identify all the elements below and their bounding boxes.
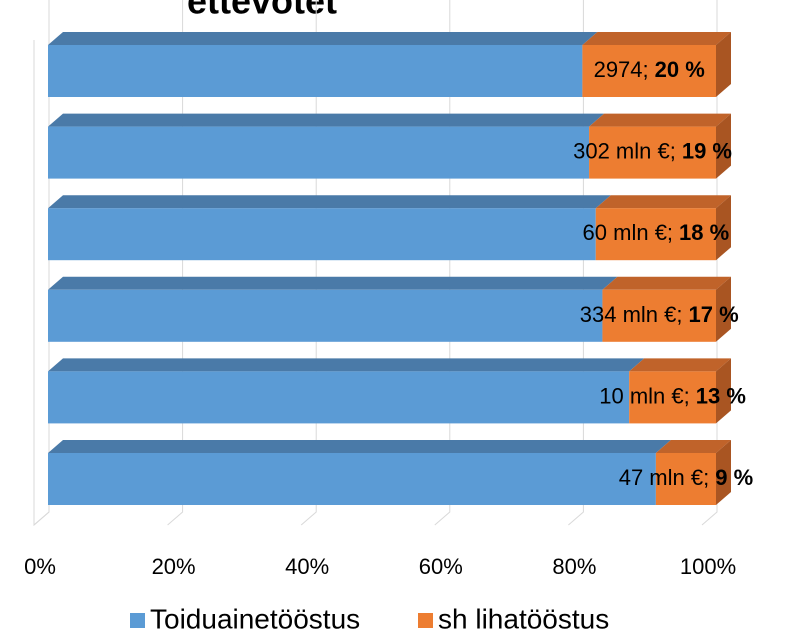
legend-swatch xyxy=(130,613,145,628)
data-label: 334 mln €; 17 % xyxy=(580,302,739,327)
data-label-value: 18 % xyxy=(679,220,729,245)
bar xyxy=(48,289,603,342)
bar-top xyxy=(602,276,731,290)
chart-title: ettevõtet xyxy=(187,0,337,22)
bar xyxy=(582,45,716,97)
bar-top xyxy=(48,440,671,453)
bar-top xyxy=(595,195,731,209)
x-tick-label: 40% xyxy=(285,554,329,579)
bar-side xyxy=(716,113,731,179)
data-label-prefix: 2974; xyxy=(594,57,649,82)
legend-label: Toiduainetööstus xyxy=(150,603,360,634)
data-label: 10 mln €; 13 % xyxy=(599,383,746,408)
bar xyxy=(48,208,596,261)
legend-label: sh lihatööstus xyxy=(438,603,609,634)
bar-top xyxy=(48,358,645,372)
bar-top xyxy=(655,440,731,453)
legend-swatch xyxy=(418,613,433,628)
data-label: 47 mln €; 9 % xyxy=(619,465,753,490)
bar-side xyxy=(716,358,731,424)
bar-side xyxy=(716,195,731,261)
x-tick-label: 100% xyxy=(680,554,736,579)
bar-side xyxy=(716,32,731,97)
bar-side xyxy=(716,276,731,342)
bar xyxy=(589,126,716,179)
data-label-value: 17 % xyxy=(689,302,739,327)
bar xyxy=(48,453,656,505)
bar-top xyxy=(48,195,611,209)
bar-top xyxy=(48,113,605,127)
bar xyxy=(595,208,716,261)
bar xyxy=(48,126,590,179)
bar xyxy=(48,371,630,424)
data-label-prefix: 302 mln €; xyxy=(573,138,676,163)
bar-side xyxy=(716,440,731,505)
data-label-prefix: 60 mln €; xyxy=(583,220,674,245)
bar xyxy=(602,289,716,342)
data-label-value: 9 % xyxy=(715,465,753,490)
data-label-value: 20 % xyxy=(655,57,705,82)
bar xyxy=(629,371,716,424)
bar-top xyxy=(582,32,731,45)
data-label: 60 mln €; 18 % xyxy=(583,220,730,245)
bar-top xyxy=(48,276,618,290)
bar-top xyxy=(589,113,731,127)
bar-top xyxy=(48,32,598,45)
data-label-value: 19 % xyxy=(682,138,732,163)
side-wall xyxy=(33,40,50,527)
data-label-prefix: 334 mln €; xyxy=(580,302,683,327)
bar xyxy=(655,453,716,505)
bar-top xyxy=(629,358,731,372)
data-label-prefix: 10 mln €; xyxy=(599,383,690,408)
x-tick-label: 60% xyxy=(419,554,463,579)
x-tick-label: 20% xyxy=(152,554,196,579)
grid-line xyxy=(33,0,50,526)
x-tick-label: 80% xyxy=(552,554,596,579)
bar xyxy=(48,45,583,97)
data-label-value: 13 % xyxy=(696,383,746,408)
data-label-prefix: 47 mln €; xyxy=(619,465,710,490)
x-tick-label: 0% xyxy=(24,554,56,579)
data-label: 302 mln €; 19 % xyxy=(573,138,732,163)
data-label: 2974; 20 % xyxy=(594,57,705,82)
